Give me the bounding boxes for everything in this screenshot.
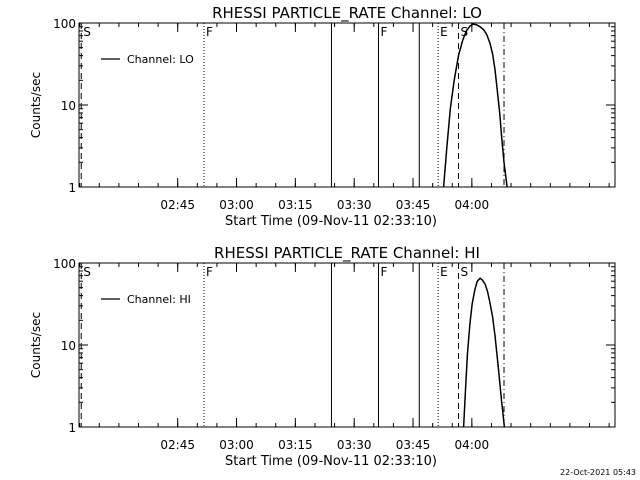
y-tick-label: 1	[68, 181, 76, 195]
y-tick-label: 10	[61, 99, 76, 113]
event-marker-label: S	[461, 265, 469, 279]
chart-title: RHESSI PARTICLE_RATE Channel: LO	[212, 4, 482, 23]
chart-panel-1: RHESSI PARTICLE_RATE Channel: LO 1 10 100 02…	[29, 4, 616, 229]
event-marker-label: S	[83, 265, 91, 279]
plot-frame	[78, 22, 616, 188]
x-tick-label: 03:45	[396, 198, 431, 212]
x-axis-label: Start Time (09-Nov-11 02:33:10)	[225, 214, 437, 229]
y-tick-label: 1	[68, 421, 76, 435]
legend-label: Channel: LO	[127, 53, 194, 66]
x-tick-label: 03:30	[337, 198, 372, 212]
y-axis-label: Counts/sec	[29, 312, 43, 378]
chart-title: RHESSI PARTICLE_RATE Channel: HI	[214, 244, 480, 263]
footer-timestamp: 22-Oct-2021 05:43	[560, 468, 636, 477]
x-tick-label: 04:00	[455, 438, 490, 452]
series-line-1	[462, 277, 506, 428]
event-marker-label: F	[381, 265, 388, 279]
event-marker-label: F	[206, 25, 213, 39]
x-tick-label: 03:00	[219, 198, 254, 212]
event-marker-label: S	[461, 25, 469, 39]
plot-frame	[78, 262, 616, 428]
x-tick-label: 03:15	[278, 198, 313, 212]
x-tick-label: 03:15	[278, 438, 313, 452]
series-line-1	[442, 23, 508, 188]
x-tick-label: 03:30	[337, 438, 372, 452]
x-axis-label: Start Time (09-Nov-11 02:33:10)	[225, 454, 437, 469]
x-tick-label: 03:00	[219, 438, 254, 452]
y-tick-label: 100	[53, 17, 76, 31]
x-tick-label: 02:45	[160, 198, 195, 212]
event-marker-label: F	[206, 265, 213, 279]
y-axis-label: Counts/sec	[29, 72, 43, 138]
chart-panel-2: RHESSI PARTICLE_RATE Channel: HI 1 10 100 02…	[29, 244, 616, 469]
event-marker-label: E	[440, 25, 448, 39]
event-marker-label: F	[381, 25, 388, 39]
y-tick-label: 100	[53, 257, 76, 271]
legend-label: Channel: HI	[127, 293, 191, 306]
x-tick-label: 03:45	[396, 438, 431, 452]
event-marker-label: S	[83, 25, 91, 39]
event-marker-label: E	[440, 265, 448, 279]
y-tick-label: 10	[61, 339, 76, 353]
x-tick-label: 04:00	[455, 198, 490, 212]
x-tick-label: 02:45	[160, 438, 195, 452]
